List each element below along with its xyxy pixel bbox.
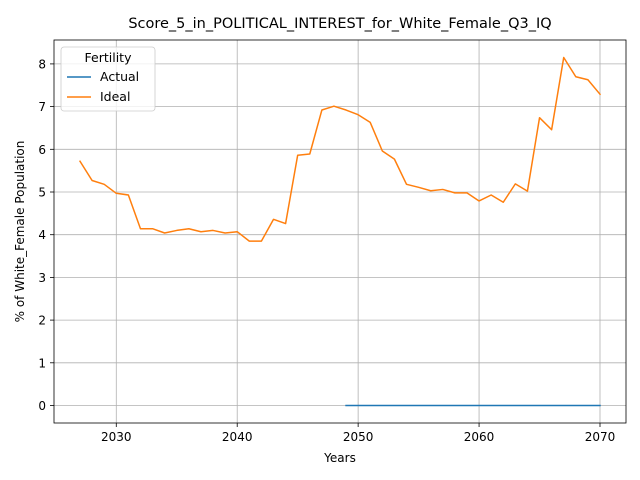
x-tick-label: 2070 <box>585 430 616 444</box>
y-tick-label: 2 <box>38 314 46 328</box>
series-line-ideal <box>78 56 602 242</box>
axis-ticks: 2030 2040 2050 2060 2070 0 1 2 3 4 5 6 7 8 <box>38 57 615 444</box>
y-tick-label: 5 <box>38 186 46 200</box>
y-tick-label: 1 <box>38 356 46 370</box>
y-axis-label: % of White_Female Population <box>13 141 27 323</box>
x-tick-label: 2030 <box>101 430 132 444</box>
legend-label-ideal: Ideal <box>100 89 130 104</box>
grid-lines <box>54 40 626 423</box>
y-tick-label: 7 <box>38 100 46 114</box>
legend-title: Fertility <box>85 50 133 65</box>
x-tick-label: 2050 <box>343 430 374 444</box>
chart-title: Score_5_in_POLITICAL_INTEREST_for_White_… <box>128 16 551 32</box>
legend: Fertility Actual Ideal <box>60 46 156 112</box>
legend-label-actual: Actual <box>100 69 139 84</box>
y-tick-label: 4 <box>38 228 46 242</box>
legend-box <box>60 46 156 112</box>
x-axis-label: Years <box>323 451 356 465</box>
y-tick-label: 6 <box>38 143 46 157</box>
y-tick-label: 8 <box>38 57 46 71</box>
x-tick-label: 2060 <box>464 430 495 444</box>
legend-entries: Actual Ideal <box>67 69 139 104</box>
y-tick-label: 0 <box>38 399 46 413</box>
plot-frame <box>53 39 627 424</box>
series-lines <box>78 56 602 407</box>
y-tick-label: 3 <box>38 271 46 285</box>
x-tick-label: 2040 <box>222 430 253 444</box>
